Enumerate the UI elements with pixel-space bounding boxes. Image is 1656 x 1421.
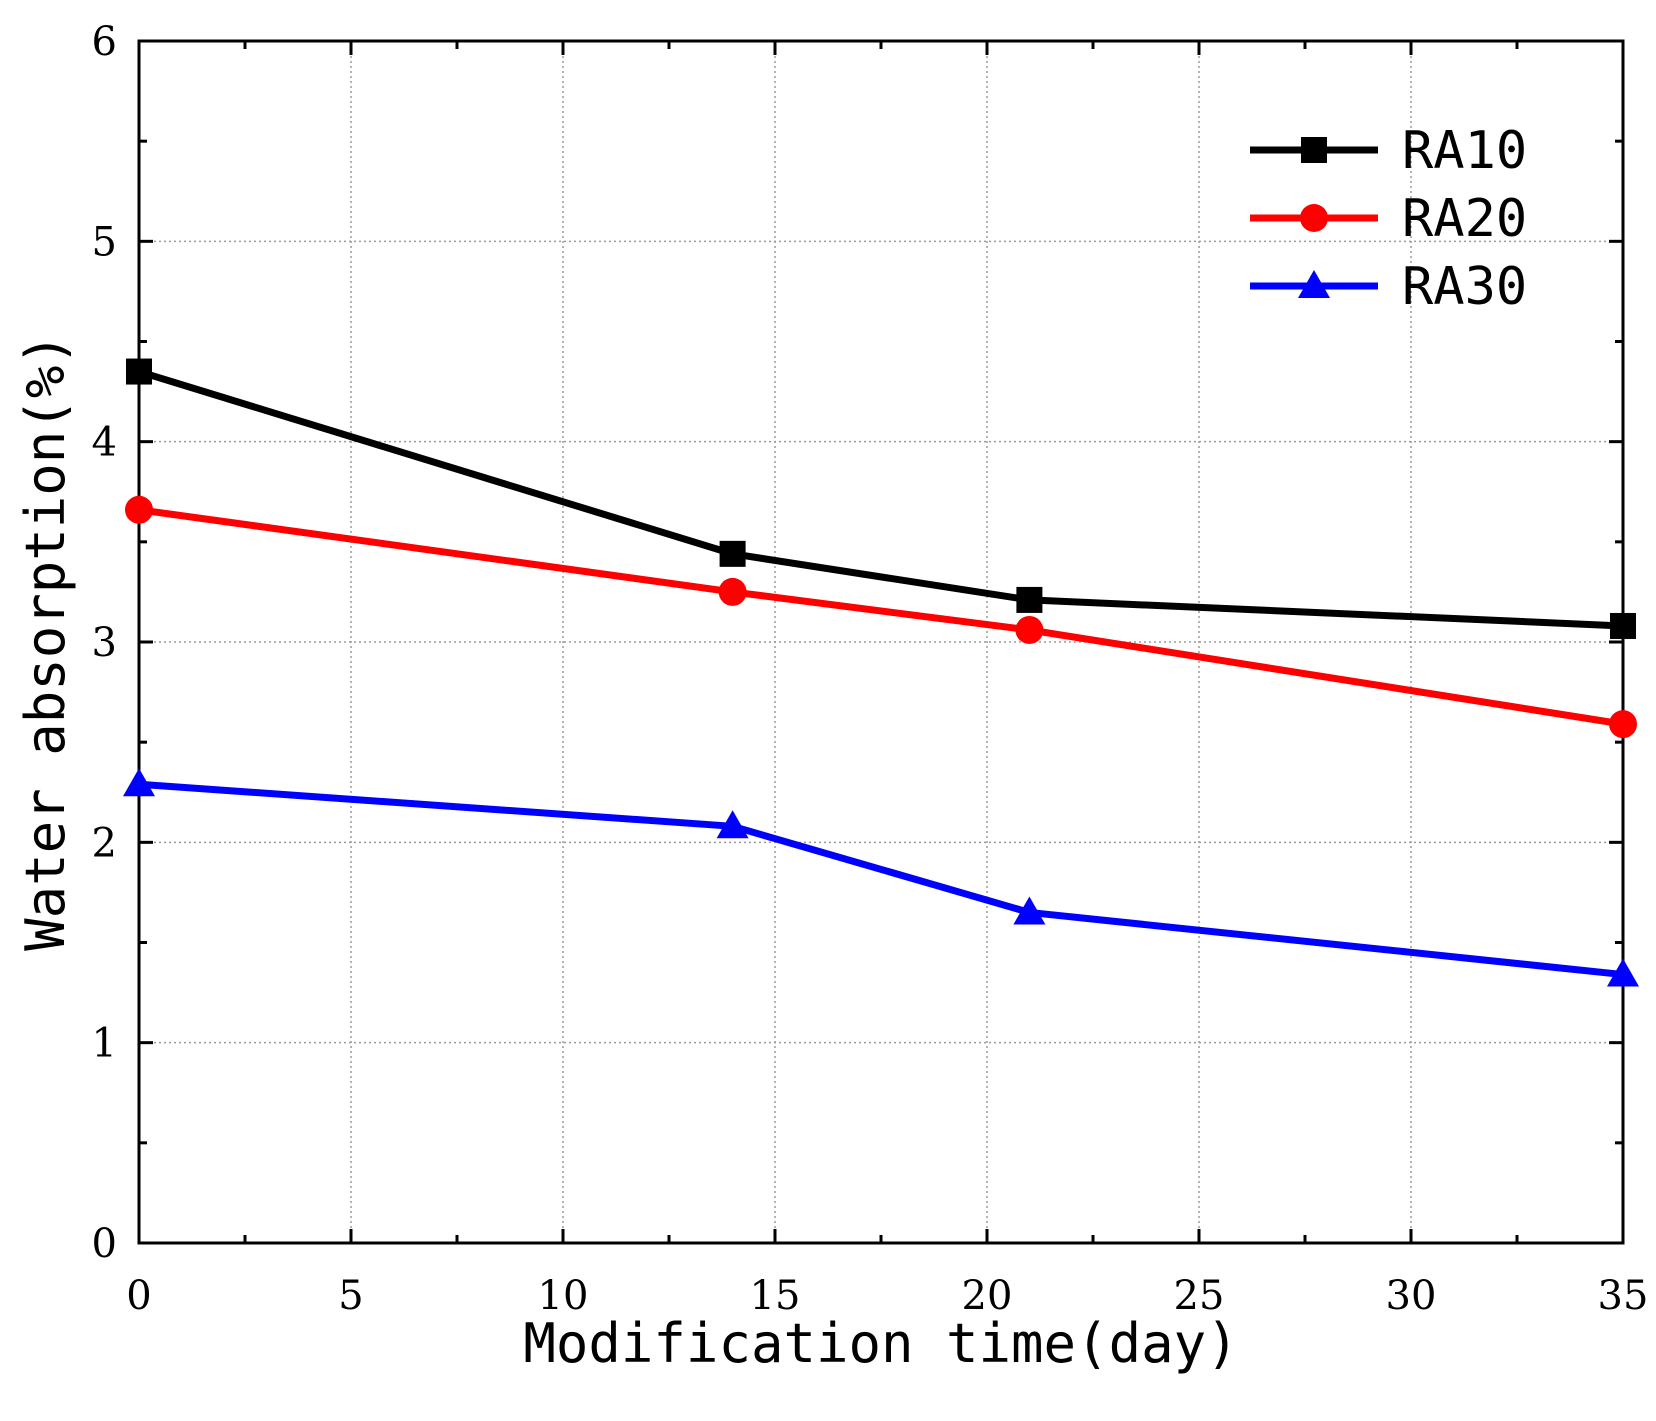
x-tick-label: 35 xyxy=(1598,1273,1649,1319)
x-tick-label: 15 xyxy=(750,1273,801,1319)
x-tick-label: 20 xyxy=(962,1273,1013,1319)
series-line-ra20 xyxy=(138,506,1624,728)
data-point-ra30[interactable] xyxy=(716,810,749,839)
series-line-ra10 xyxy=(137,368,1624,630)
data-point-ra30[interactable] xyxy=(1013,896,1046,925)
data-point-ra10[interactable] xyxy=(1016,586,1043,613)
x-tick-label: 30 xyxy=(1386,1273,1437,1319)
x-tick-label: 5 xyxy=(338,1273,363,1319)
legend-marker[interactable] xyxy=(1298,270,1330,298)
legend[interactable]: RA10 RA20 RA30 xyxy=(1250,121,1527,317)
legend-label: RA20 xyxy=(1402,189,1527,249)
y-tick-label: 5 xyxy=(92,219,117,265)
series-ra30 xyxy=(123,768,1639,987)
data-point-ra20[interactable] xyxy=(1609,710,1637,739)
x-tick-label: 0 xyxy=(126,1273,151,1319)
y-tick-label: 3 xyxy=(92,620,117,666)
legend-marker[interactable] xyxy=(1301,137,1327,163)
series xyxy=(123,358,1639,987)
data-point-ra30[interactable] xyxy=(123,768,155,797)
data-point-ra10[interactable] xyxy=(126,358,152,385)
tick-labels: 0 5 10 15 20 25 30 35 0 1 2 3 4 5 6 xyxy=(92,19,1649,1319)
y-tick-label: 2 xyxy=(92,820,117,866)
y-tick-label: 0 xyxy=(92,1221,117,1267)
legend-item-ra30[interactable]: RA30 xyxy=(1250,257,1527,317)
y-tick-label: 1 xyxy=(92,1021,117,1067)
x-tick-label: 25 xyxy=(1174,1273,1225,1319)
legend-label: RA30 xyxy=(1402,257,1527,317)
data-point-ra10[interactable] xyxy=(719,540,746,567)
legend-item-ra20[interactable]: RA20 xyxy=(1250,189,1527,249)
legend-item-ra10[interactable]: RA10 xyxy=(1250,121,1527,181)
series-ra20 xyxy=(125,495,1637,739)
y-tick-label: 6 xyxy=(92,19,117,65)
data-point-ra20[interactable] xyxy=(125,495,153,524)
series-ra10 xyxy=(126,358,1636,639)
data-point-ra20[interactable] xyxy=(718,577,747,606)
data-point-ra10[interactable] xyxy=(1610,612,1636,639)
x-tick-label: 10 xyxy=(538,1273,589,1319)
legend-label: RA10 xyxy=(1402,121,1527,181)
x-axis-label: Modification time(day) xyxy=(523,1312,1238,1375)
data-point-ra20[interactable] xyxy=(1015,615,1044,644)
grid xyxy=(139,41,1623,1243)
y-tick-label: 4 xyxy=(92,420,117,466)
plot-frame xyxy=(137,39,1625,1245)
data-point-ra30[interactable] xyxy=(1607,958,1639,987)
legend-marker[interactable] xyxy=(1300,204,1328,232)
y-axis-label: Water absorption(%) xyxy=(14,333,77,951)
series-line-ra30 xyxy=(138,780,1624,979)
